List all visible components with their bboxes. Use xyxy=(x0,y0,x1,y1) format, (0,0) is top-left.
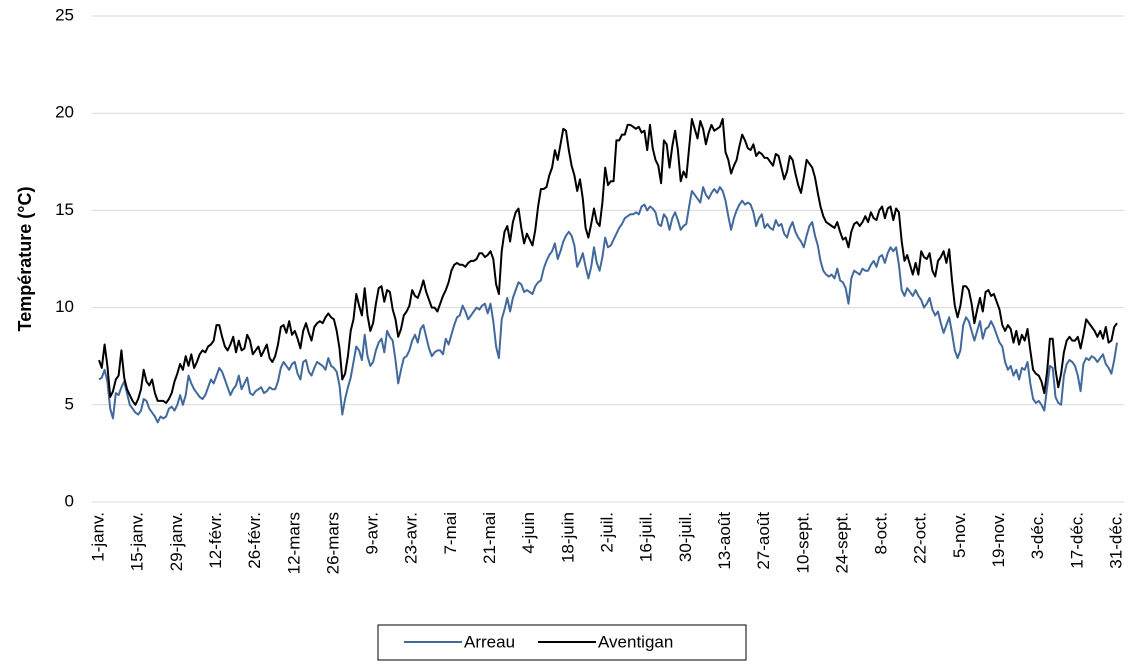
x-tick-label: 27-août xyxy=(754,512,773,570)
legend-label: Arreau xyxy=(464,632,515,651)
x-tick-label: 26-mars xyxy=(323,512,342,574)
x-tick-label: 19-nov. xyxy=(989,512,1008,567)
y-tick-label: 15 xyxy=(55,200,74,219)
x-tick-label: 18-juin xyxy=(558,512,577,563)
x-tick-label: 12-févr. xyxy=(206,512,225,569)
y-tick-label: 20 xyxy=(55,103,74,122)
x-tick-label: 3-déc. xyxy=(1028,512,1047,559)
x-tick-label: 4-juin xyxy=(519,512,538,554)
x-tick-label: 9-avr. xyxy=(363,512,382,555)
x-tick-label: 26-févr. xyxy=(245,512,264,569)
x-tick-label: 13-août xyxy=(715,512,734,570)
x-tick-label: 8-oct. xyxy=(872,512,891,555)
x-tick-label: 31-déc. xyxy=(1106,512,1125,569)
x-tick-label: 2-juil. xyxy=(597,512,616,553)
x-tick-label: 24-sept. xyxy=(832,512,851,573)
x-tick-label: 5-nov. xyxy=(950,512,969,558)
x-tick-label: 22-oct. xyxy=(911,512,930,564)
x-tick-label: 30-juil. xyxy=(676,512,695,562)
x-tick-label: 17-déc. xyxy=(1067,512,1086,569)
y-tick-label: 25 xyxy=(55,5,74,24)
y-axis-title: Température (°C) xyxy=(15,187,35,332)
legend-label: Aventigan xyxy=(598,632,673,651)
data-line xyxy=(98,118,1118,406)
x-tick-label: 15-janv. xyxy=(128,512,147,571)
x-tick-label: 1-janv. xyxy=(88,512,107,562)
y-tick-label: 10 xyxy=(55,297,74,316)
data-line xyxy=(98,186,1118,424)
x-tick-label: 21-mai xyxy=(480,512,499,564)
x-tick-label: 23-avr. xyxy=(402,512,421,564)
x-tick-label: 29-janv. xyxy=(167,512,186,571)
x-tick-label: 7-mai xyxy=(441,512,460,555)
x-tick-label: 16-juil. xyxy=(637,512,656,562)
y-tick-label: 5 xyxy=(65,394,74,413)
x-tick-label: 12-mars xyxy=(284,512,303,574)
x-tick-label: 10-sept. xyxy=(793,512,812,573)
y-tick-label: 0 xyxy=(65,491,74,510)
